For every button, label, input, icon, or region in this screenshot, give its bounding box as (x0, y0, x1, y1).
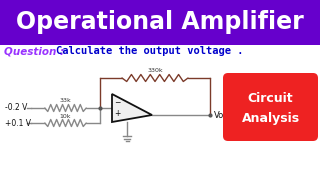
Text: Question :: Question : (4, 46, 64, 56)
FancyBboxPatch shape (223, 73, 318, 141)
Text: Analysis: Analysis (241, 112, 300, 125)
Text: Circuit: Circuit (248, 92, 293, 105)
Text: 330k: 330k (147, 69, 163, 73)
FancyBboxPatch shape (0, 0, 320, 45)
Text: Vo: Vo (214, 111, 224, 120)
Text: 10k: 10k (60, 114, 71, 118)
Polygon shape (112, 94, 152, 122)
Text: -0.2 V: -0.2 V (5, 103, 28, 112)
Text: 33k: 33k (60, 98, 71, 104)
Text: Calculate the output voltage .: Calculate the output voltage . (56, 46, 244, 56)
Text: Operational Amplifier: Operational Amplifier (16, 10, 304, 34)
Text: −: − (114, 98, 120, 107)
Text: +0.1 V: +0.1 V (5, 118, 31, 127)
Text: +: + (114, 109, 120, 118)
